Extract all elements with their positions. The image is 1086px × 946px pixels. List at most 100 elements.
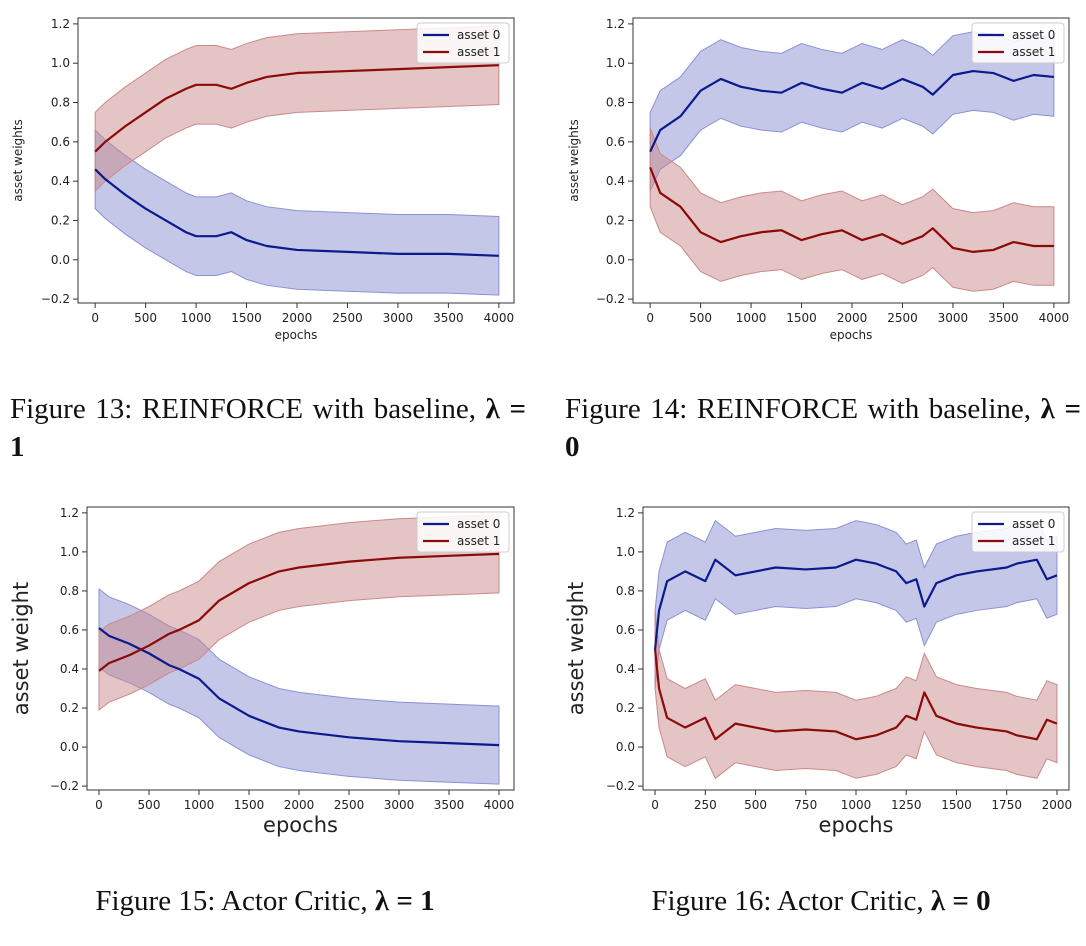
y-tick-label: 0.6 bbox=[51, 135, 70, 149]
y-tick-label: 0.0 bbox=[606, 253, 625, 267]
y-tick-label: 0.4 bbox=[51, 174, 70, 188]
legend-entry: asset 1 bbox=[457, 45, 500, 59]
y-tick-label: −0.2 bbox=[606, 779, 635, 793]
x-tick-label: 2000 bbox=[282, 311, 313, 325]
legend-entry: asset 0 bbox=[1012, 28, 1055, 42]
axes-frame bbox=[632, 17, 1070, 304]
y-tick-label: −0.2 bbox=[596, 292, 625, 306]
x-tick-label: 500 bbox=[134, 311, 157, 325]
axes-frame bbox=[86, 506, 515, 791]
x-tick-label: 1500 bbox=[786, 311, 817, 325]
x-tick-label: 500 bbox=[689, 311, 712, 325]
band-asset-1 bbox=[98, 514, 500, 712]
x-tick-label: 0 bbox=[646, 311, 654, 325]
legend-entry: asset 1 bbox=[457, 534, 500, 548]
plot-area bbox=[94, 25, 500, 296]
line-asset-0 bbox=[98, 627, 500, 747]
x-tick-label: 2500 bbox=[887, 311, 918, 325]
plot-area bbox=[653, 519, 1058, 780]
x-tick-label: 2000 bbox=[837, 311, 868, 325]
y-axis-label: asset weight bbox=[564, 582, 588, 715]
x-tick-label: 0 bbox=[651, 798, 659, 812]
legend: asset 0 asset 1 bbox=[971, 22, 1065, 64]
x-tick-label: 4000 bbox=[484, 798, 515, 812]
band-asset-1 bbox=[654, 610, 1058, 780]
y-tick-label: 0.2 bbox=[606, 213, 625, 227]
x-tick-label: 3000 bbox=[383, 311, 414, 325]
x-tick-label: 500 bbox=[138, 798, 161, 812]
axes-frame bbox=[77, 17, 515, 304]
line-asset-0 bbox=[653, 558, 1058, 650]
legend-entry: asset 0 bbox=[1012, 517, 1055, 531]
y-tick-label: 1.2 bbox=[51, 17, 70, 31]
y-tick-label: 0.4 bbox=[60, 662, 79, 676]
legend: asset 0 asset 1 bbox=[971, 511, 1065, 553]
y-tick-label: 0.8 bbox=[616, 584, 635, 598]
x-tick-label: 0 bbox=[91, 311, 99, 325]
x-tick-label: 2000 bbox=[284, 798, 315, 812]
x-tick-label: 1000 bbox=[181, 311, 212, 325]
caption-math: λ = 1 bbox=[374, 885, 435, 917]
x-tick-label: 3000 bbox=[384, 798, 415, 812]
band-asset-0 bbox=[94, 128, 500, 296]
line-asset-0 bbox=[94, 168, 499, 257]
x-tick-label: 1500 bbox=[234, 798, 265, 812]
y-tick-label: 1.0 bbox=[60, 545, 79, 559]
x-axis-label: epochs bbox=[263, 813, 338, 837]
caption-math: λ = 0 bbox=[930, 885, 991, 917]
legend-entry: asset 0 bbox=[457, 28, 500, 42]
line-asset-1 bbox=[94, 64, 499, 153]
x-tick-label: 1500 bbox=[941, 798, 972, 812]
x-tick-label: 750 bbox=[794, 798, 817, 812]
x-tick-label: 1750 bbox=[991, 798, 1022, 812]
x-tick-label: 4000 bbox=[484, 311, 515, 325]
line-asset-0 bbox=[649, 69, 1054, 153]
x-tick-label: 1500 bbox=[231, 311, 262, 325]
chart-panel-1: 0 500 1000 1500 2000 2500 3000 3500 4000 −0.2 0.0 0… bbox=[11, 17, 515, 342]
x-tick-label: 3500 bbox=[434, 798, 465, 812]
x-tick-label: 1000 bbox=[736, 311, 767, 325]
chart-panel-4: 0 250 500 750 1000 1250 1500 1750 2000 −0.2 0.0 0.2… bbox=[564, 506, 1072, 837]
y-tick-label: 1.0 bbox=[51, 56, 70, 70]
legend-entry: asset 1 bbox=[1012, 45, 1055, 59]
y-tick-label: 0.8 bbox=[60, 584, 79, 598]
y-tick-label: 0.8 bbox=[606, 96, 625, 110]
caption-figure-13: Figure 13: REINFORCE with baseline, λ = … bbox=[10, 390, 526, 466]
x-tick-label: 3000 bbox=[938, 311, 969, 325]
plot-area bbox=[98, 514, 500, 785]
y-tick-label: 1.0 bbox=[616, 545, 635, 559]
y-tick-label: 0.0 bbox=[616, 740, 635, 754]
y-axis-label: asset weights bbox=[11, 119, 25, 201]
caption-text: Figure 13: REINFORCE with baseline, bbox=[10, 393, 486, 425]
chart-panel-2: 0 500 1000 1500 2000 2500 3000 3500 4000 −0.2 0.0 0… bbox=[567, 17, 1070, 342]
y-tick-label: 0.2 bbox=[51, 213, 70, 227]
x-axis-label: epochs bbox=[830, 328, 873, 342]
y-axis-label: asset weight bbox=[9, 582, 33, 715]
legend-entry: asset 0 bbox=[457, 517, 500, 531]
x-tick-label: 1250 bbox=[891, 798, 922, 812]
x-axis-label: epochs bbox=[819, 813, 894, 837]
y-tick-label: 0.2 bbox=[60, 701, 79, 715]
y-tick-label: 1.2 bbox=[60, 506, 79, 520]
x-tick-label: 3500 bbox=[433, 311, 464, 325]
legend: asset 0 asset 1 bbox=[416, 511, 510, 553]
chart-panel-3: 0 500 1000 1500 2000 2500 3000 3500 4000 −0.2 0.0 0… bbox=[9, 506, 515, 837]
x-tick-label: 500 bbox=[744, 798, 767, 812]
y-tick-label: 1.2 bbox=[616, 506, 635, 520]
band-asset-1 bbox=[94, 25, 500, 193]
y-tick-label: −0.2 bbox=[50, 779, 79, 793]
band-asset-1 bbox=[649, 127, 1055, 292]
y-tick-label: 0.4 bbox=[616, 662, 635, 676]
y-axis-label: asset weights bbox=[567, 119, 581, 201]
plot-area bbox=[649, 31, 1055, 292]
y-tick-label: 0.6 bbox=[606, 135, 625, 149]
caption-figure-14: Figure 14: REINFORCE with baseline, λ = … bbox=[565, 390, 1081, 466]
x-axis-label: epochs bbox=[275, 328, 318, 342]
x-tick-label: 2500 bbox=[332, 311, 363, 325]
x-tick-label: 4000 bbox=[1039, 311, 1070, 325]
x-tick-label: 2000 bbox=[1042, 798, 1073, 812]
x-tick-label: 250 bbox=[694, 798, 717, 812]
line-asset-1 bbox=[649, 166, 1054, 253]
x-tick-label: 1000 bbox=[841, 798, 872, 812]
